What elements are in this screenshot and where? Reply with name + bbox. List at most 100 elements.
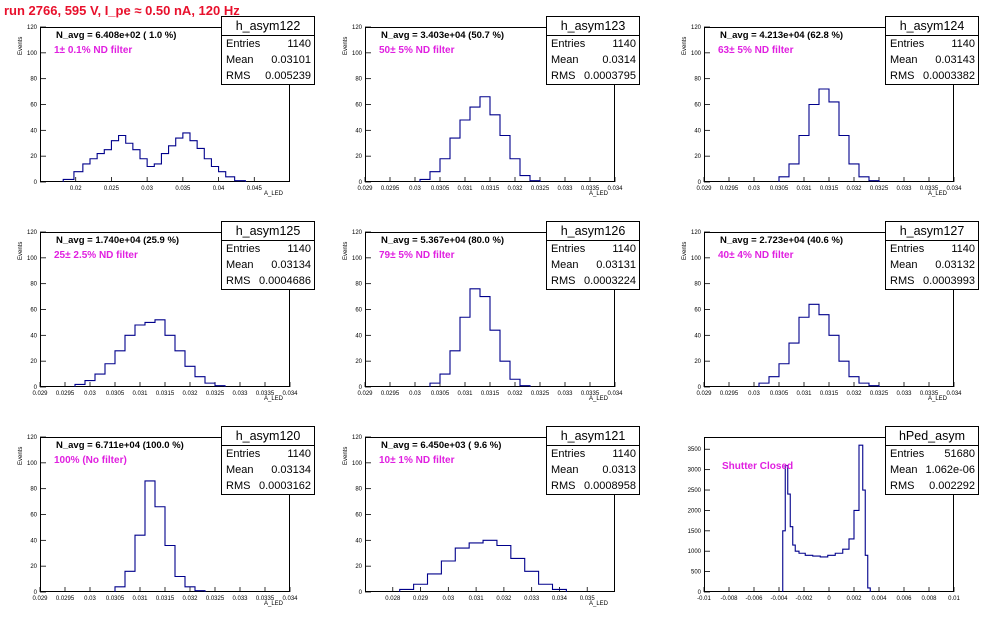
histogram-bin <box>849 164 859 182</box>
stats-box-title: h_asym121 <box>547 427 639 446</box>
y-tick-label: 40 <box>355 128 362 134</box>
y-axis-label: Events <box>682 36 688 55</box>
stats-value-rms: 0.005239 <box>265 70 311 82</box>
y-tick-label: 80 <box>355 487 362 493</box>
histogram-bin <box>161 154 168 182</box>
filter-label: 50± 5% ND filter <box>379 45 455 56</box>
stats-label-mean: Mean <box>890 464 918 476</box>
x-tick-label: 0.03 <box>84 596 96 602</box>
y-tick-label: 0 <box>698 180 702 186</box>
stats-value-entries: 1140 <box>287 38 311 50</box>
y-tick-label: 60 <box>30 308 37 314</box>
stats-label-entries: Entries <box>890 448 925 460</box>
histogram-bin <box>854 510 859 592</box>
histogram-bin <box>799 317 809 387</box>
x-tick-label: 0.0305 <box>106 391 125 397</box>
histogram-bin <box>165 546 175 593</box>
y-tick-label: 120 <box>27 25 38 31</box>
histogram-bin <box>185 587 195 592</box>
x-tick-label: 0.0335 <box>581 391 600 397</box>
y-tick-label: 120 <box>27 435 38 441</box>
histogram-plot: 0 20 40 60 80 100 120 0.029 0.0295 0.03 0.0305 0.03… <box>27 435 298 602</box>
y-tick-label: 80 <box>355 77 362 83</box>
x-tick-label: 0.008 <box>921 596 937 602</box>
histogram-bin <box>74 172 83 182</box>
histogram-outline <box>419 96 541 182</box>
y-tick-label: 100 <box>691 51 702 57</box>
y-tick-label: 40 <box>355 538 362 544</box>
stats-value-rms: 0.0003382 <box>923 70 975 82</box>
histogram-plot: 0 500 1000 1500 2000 2500 3000 3500 -0.01 -0.008 -… <box>688 437 960 602</box>
histogram-bin <box>470 107 480 182</box>
histogram-bin <box>849 539 854 592</box>
y-tick-label: 120 <box>352 435 363 441</box>
histogram-bin <box>859 177 869 182</box>
histogram-bin <box>469 543 483 592</box>
x-tick-label: 0.034 <box>607 186 623 192</box>
x-tick-label: 0.0315 <box>820 186 839 192</box>
stats-value-entries: 51680 <box>944 448 975 460</box>
stats-label-entries: Entries <box>551 243 586 255</box>
histogram-bin <box>75 384 85 387</box>
x-tick-label: 0.0295 <box>720 391 739 397</box>
histogram-bin <box>829 102 839 182</box>
n-avg-label: N_avg = 6.711e+04 (100.0 %) <box>56 440 184 451</box>
x-tick-label: 0.02 <box>70 186 82 192</box>
histogram-bin <box>175 577 185 593</box>
x-tick-label: 0.033 <box>232 596 248 602</box>
histogram-outline <box>429 288 531 387</box>
stats-row-entries: Entries 1140 <box>547 241 639 257</box>
histogram-bin <box>793 545 796 592</box>
histogram-bin <box>483 540 497 592</box>
stats-box: h_asym123 Entries 1140 Mean 0.0314 RMS 0.00037… <box>546 16 640 85</box>
x-tick-label: 0.034 <box>607 391 623 397</box>
x-tick-label: -0.004 <box>770 596 788 602</box>
histogram-bin <box>819 89 829 182</box>
x-tick-label: -0.01 <box>697 596 711 602</box>
histogram-outline <box>114 480 206 592</box>
histogram-bin <box>819 315 829 387</box>
y-tick-label: 1500 <box>688 529 702 535</box>
y-tick-label: 20 <box>694 359 701 365</box>
histogram-bin <box>90 159 97 182</box>
histogram-bin <box>450 138 460 182</box>
x-axis-label: A_LED <box>264 396 284 402</box>
histogram-bin <box>843 549 849 592</box>
y-tick-label: 2000 <box>688 508 702 514</box>
x-axis-label: A_LED <box>589 396 609 402</box>
stats-value-rms: 0.0008958 <box>584 480 636 492</box>
histogram-bin <box>420 179 430 182</box>
x-tick-label: 0.032 <box>182 596 198 602</box>
histogram-bin <box>115 587 125 592</box>
x-tick-label: 0.03 <box>409 186 421 192</box>
x-tick-label: 0.045 <box>247 186 263 192</box>
histogram-bin <box>119 136 126 183</box>
y-tick-label: 80 <box>694 77 701 83</box>
histogram-bin <box>785 466 788 592</box>
stats-row-rms: RMS 0.0004686 <box>222 273 314 289</box>
x-tick-label: 0.0315 <box>820 391 839 397</box>
stats-row-rms: RMS 0.002292 <box>886 478 978 494</box>
x-tick-label: 0.034 <box>946 391 962 397</box>
stats-box: h_asym124 Entries 1140 Mean 0.03143 RMS 0.0003… <box>885 16 979 85</box>
x-tick-label: 0.0305 <box>770 186 789 192</box>
x-tick-label: 0.0325 <box>531 186 550 192</box>
x-tick-label: 0.0315 <box>156 391 175 397</box>
x-tick-label: 0.033 <box>524 596 540 602</box>
y-axis-label: Events <box>343 446 349 465</box>
histogram-bin <box>155 320 165 387</box>
y-tick-label: 40 <box>30 333 37 339</box>
x-tick-label: 0.034 <box>946 186 962 192</box>
x-tick-label: 0.0295 <box>56 596 75 602</box>
x-tick-label: 0.03 <box>442 596 454 602</box>
x-tick-label: 0.033 <box>896 391 912 397</box>
stats-value-mean: 0.0313 <box>602 464 636 476</box>
histogram-bin <box>175 351 185 387</box>
histogram-bin <box>111 141 118 182</box>
x-tick-label: 0.0325 <box>531 391 550 397</box>
stats-box-title: h_asym122 <box>222 17 314 36</box>
histogram-bin <box>809 304 819 387</box>
histogram-bin <box>455 548 469 592</box>
stats-row-mean: Mean 0.03134 <box>222 257 314 273</box>
y-tick-label: 100 <box>352 256 363 262</box>
